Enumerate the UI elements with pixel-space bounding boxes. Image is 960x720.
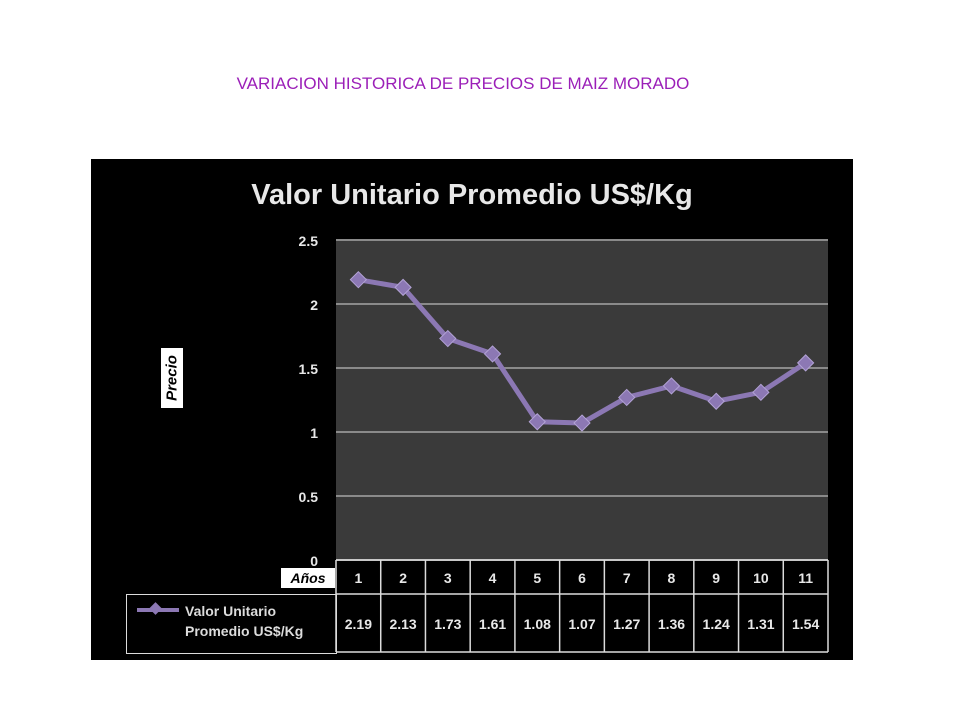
y-axis-label-box: Precio (161, 348, 183, 408)
x-tick-label: 5 (533, 570, 541, 586)
plot-area (336, 240, 828, 560)
data-table-value: 1.61 (479, 616, 506, 632)
y-tick-label: 1 (310, 425, 318, 441)
x-tick-label: 1 (354, 570, 362, 586)
data-point (796, 354, 815, 372)
x-tick-label: 9 (712, 570, 720, 586)
data-table-value: 1.36 (658, 616, 685, 632)
x-tick-label: 7 (623, 570, 631, 586)
y-tick-label: 1.5 (299, 361, 319, 377)
data-point (573, 414, 591, 432)
x-tick-label: 6 (578, 570, 586, 586)
data-table-value: 1.08 (524, 616, 551, 632)
data-point (618, 388, 636, 407)
page-title: VARIACION HISTORICA DE PRECIOS DE MAIZ M… (236, 74, 690, 93)
legend: Valor Unitario Promedio US$/Kg (126, 594, 337, 654)
legend-series-name: Valor Unitario Promedio US$/Kg (185, 603, 304, 639)
data-point (752, 383, 770, 402)
data-table-value: 1.31 (747, 616, 774, 632)
data-table-value: 1.27 (613, 616, 640, 632)
data-point (349, 270, 368, 289)
data-table-value: 1.24 (703, 616, 730, 632)
legend-marker-swatch (149, 602, 162, 615)
x-tick-label: 3 (444, 570, 452, 586)
y-tick-label: 0.5 (299, 489, 319, 505)
line-chart: 0 0.5 1 1.5 2 2.5 1 2.19 2 2.13 3 1.73 4 1.61 5 1.08 6 1.… (299, 233, 829, 653)
x-axis-label: Años (281, 568, 335, 588)
x-tick-label: 11 (798, 570, 813, 586)
data-table-value: 1.07 (568, 616, 595, 632)
data-point (483, 345, 502, 363)
data-table-value: 1.54 (792, 616, 819, 632)
y-axis-label: Precio (163, 355, 181, 401)
x-tick-label: 4 (489, 570, 497, 586)
x-tick-label: 2 (399, 570, 407, 586)
data-table-value: 2.13 (389, 616, 416, 632)
data-table-value: 2.19 (345, 616, 372, 632)
x-tick-label: 10 (753, 570, 769, 586)
chart-panel: 0 0.5 1 1.5 2 2.5 1 2.19 2 2.13 3 1.73 4 1.61 5 1.08 6 1.… (91, 159, 853, 660)
data-point (394, 278, 412, 297)
data-point (662, 377, 681, 395)
y-tick-label: 2.5 (299, 233, 319, 249)
data-point (439, 329, 457, 348)
data-point (528, 413, 546, 431)
y-tick-label: 0 (310, 553, 318, 569)
data-point (707, 392, 725, 410)
chart-title: Valor Unitario Promedio US$/Kg (251, 179, 693, 211)
data-table-value: 1.73 (434, 616, 461, 632)
y-tick-label: 2 (310, 297, 318, 313)
x-tick-label: 8 (668, 570, 676, 586)
